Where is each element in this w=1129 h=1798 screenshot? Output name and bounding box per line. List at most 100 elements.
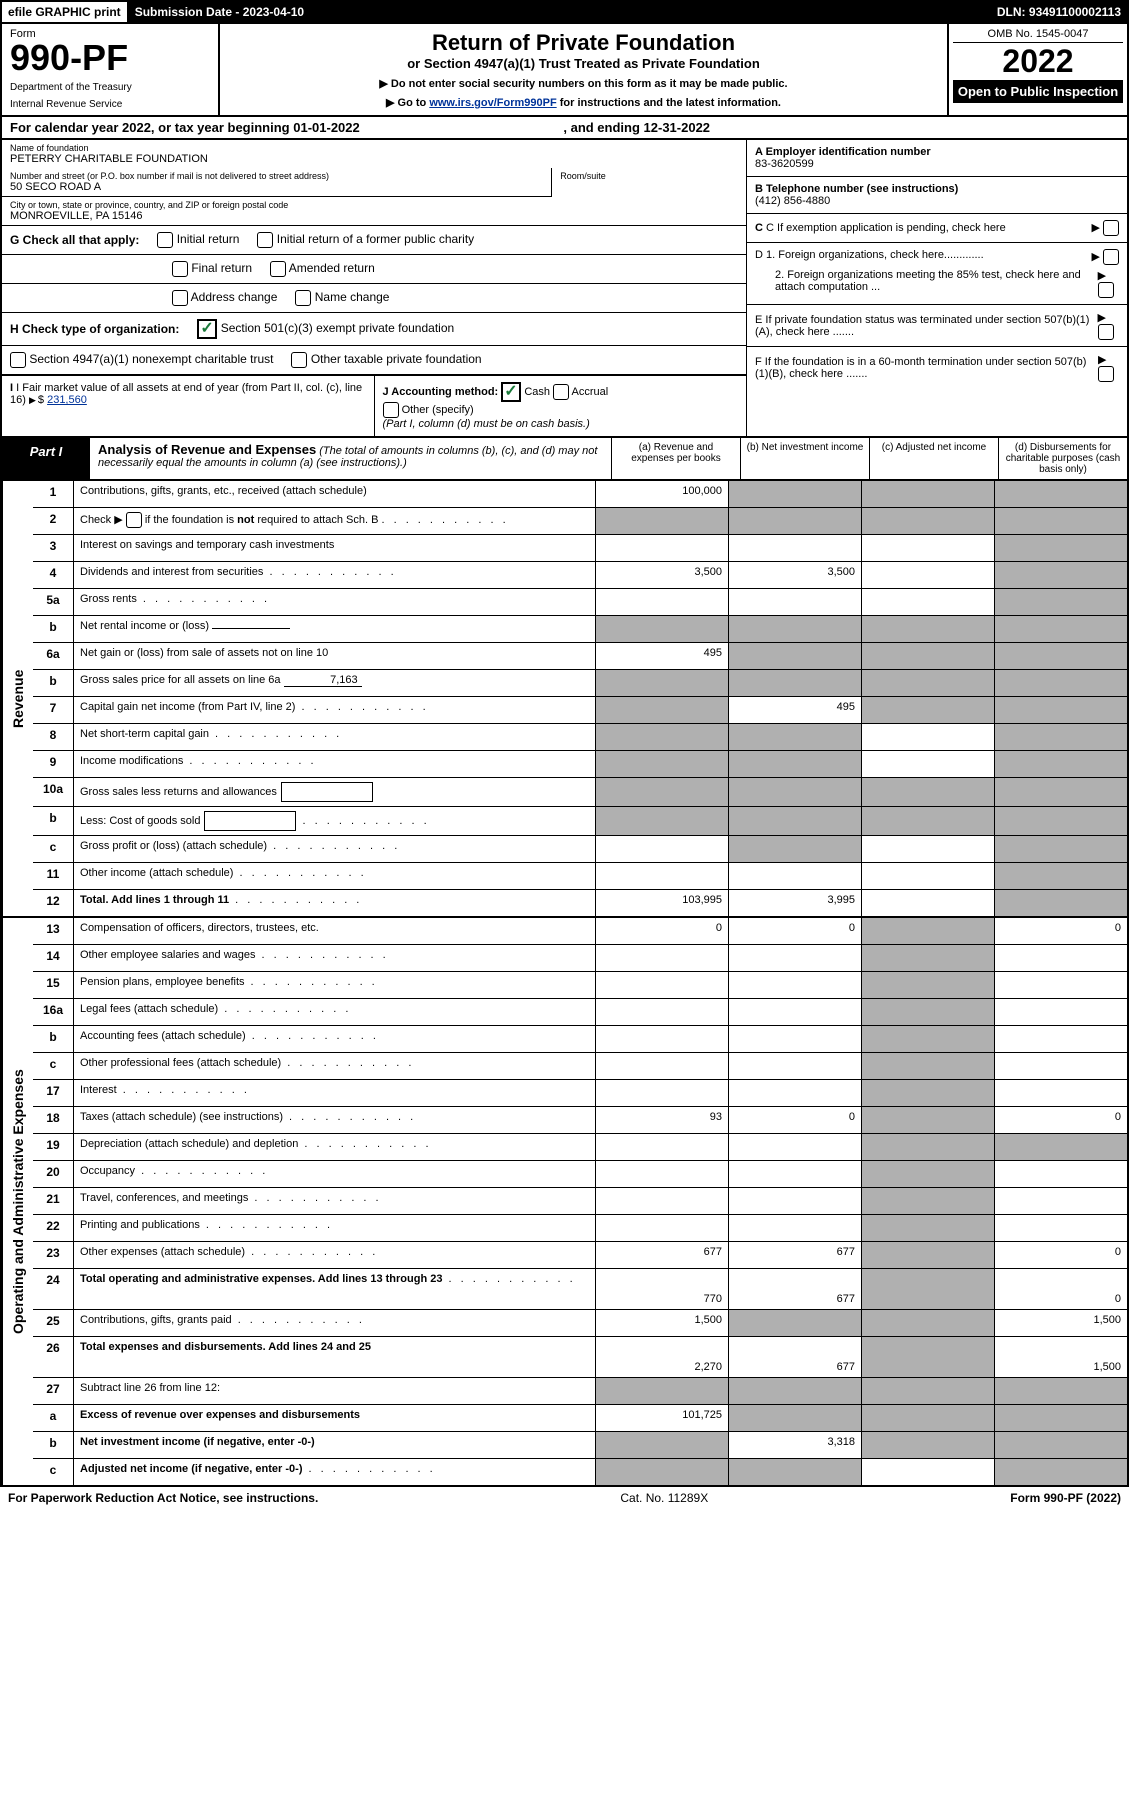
r25-b bbox=[728, 1310, 861, 1336]
r7-dd bbox=[994, 697, 1127, 723]
expenses-body: 13Compensation of officers, directors, t… bbox=[33, 918, 1127, 1485]
r10c-d: Gross profit or (loss) (attach schedule) bbox=[74, 836, 595, 862]
cb-d2[interactable] bbox=[1098, 282, 1114, 298]
g-o3: Final return bbox=[191, 261, 252, 275]
name-label: Name of foundation bbox=[10, 143, 738, 153]
h-o2: Section 4947(a)(1) nonexempt charitable … bbox=[29, 352, 273, 366]
r17-n: 17 bbox=[33, 1080, 74, 1106]
r14-d: Other employee salaries and wages bbox=[74, 945, 595, 971]
cal-begin: 01-01-2022 bbox=[293, 120, 360, 135]
header-center: Return of Private Foundation or Section … bbox=[220, 24, 947, 115]
j-label: J Accounting method: bbox=[383, 386, 499, 398]
r10a-dt: Gross sales less returns and allowances bbox=[80, 786, 277, 798]
r15-d: Pension plans, employee benefits bbox=[74, 972, 595, 998]
r13-n: 13 bbox=[33, 918, 74, 944]
r1-n: 1 bbox=[33, 481, 74, 507]
r5a-n: 5a bbox=[33, 589, 74, 615]
dept-irs: Internal Revenue Service bbox=[10, 99, 210, 110]
e-label: E If private foundation status was termi… bbox=[755, 314, 1094, 338]
r25-a: 1,500 bbox=[595, 1310, 728, 1336]
r6b-dd bbox=[994, 670, 1127, 696]
cb-initial-former[interactable] bbox=[257, 232, 273, 248]
cb-final[interactable] bbox=[172, 261, 188, 277]
r10b-d: Less: Cost of goods sold bbox=[74, 807, 595, 835]
fmv-value[interactable]: 231,560 bbox=[47, 394, 87, 406]
r27-a bbox=[595, 1378, 728, 1404]
cb-4947[interactable] bbox=[10, 352, 26, 368]
tax-year: 2022 bbox=[953, 43, 1123, 80]
r14-dd bbox=[994, 945, 1127, 971]
r10b-dd bbox=[994, 807, 1127, 835]
form-title: Return of Private Foundation bbox=[226, 30, 941, 56]
r13-b: 0 bbox=[728, 918, 861, 944]
cal-end: 12-31-2022 bbox=[644, 120, 711, 135]
r11-a bbox=[595, 863, 728, 889]
r4-a: 3,500 bbox=[595, 562, 728, 588]
cb-d1[interactable] bbox=[1103, 249, 1119, 265]
r6a-dd bbox=[994, 643, 1127, 669]
cb-other-taxable[interactable] bbox=[291, 352, 307, 368]
r2-d: Check ▶ if the foundation is not require… bbox=[74, 508, 595, 534]
r7-c bbox=[861, 697, 994, 723]
f-label: F If the foundation is in a 60-month ter… bbox=[755, 356, 1094, 380]
r17-b bbox=[728, 1080, 861, 1106]
r1-b bbox=[728, 481, 861, 507]
r10b-b bbox=[728, 807, 861, 835]
revenue-side-label: Revenue bbox=[2, 481, 33, 916]
r24-n: 24 bbox=[33, 1269, 74, 1309]
r21-a bbox=[595, 1188, 728, 1214]
row-13: 13Compensation of officers, directors, t… bbox=[33, 918, 1127, 945]
r27-d: Subtract line 26 from line 12: bbox=[74, 1378, 595, 1404]
r22-dd bbox=[994, 1215, 1127, 1241]
part1-desc: Analysis of Revenue and Expenses (The to… bbox=[90, 438, 611, 479]
cb-name[interactable] bbox=[295, 290, 311, 306]
r6b-a bbox=[595, 670, 728, 696]
irs-link[interactable]: www.irs.gov/Form990PF bbox=[429, 97, 556, 109]
part1-tab: Part I bbox=[2, 438, 90, 479]
r27a-a: 101,725 bbox=[595, 1405, 728, 1431]
r5a-dd bbox=[994, 589, 1127, 615]
r3-dd bbox=[994, 535, 1127, 561]
header-right: OMB No. 1545-0047 2022 Open to Public In… bbox=[947, 24, 1127, 115]
addr-label: Number and street (or P.O. box number if… bbox=[10, 171, 543, 181]
cb-501c3[interactable] bbox=[197, 319, 217, 339]
r10b-box bbox=[204, 811, 296, 831]
efile-btn[interactable]: efile GRAPHIC print bbox=[2, 2, 129, 22]
row-16a: 16aLegal fees (attach schedule) bbox=[33, 999, 1127, 1026]
r27c-c bbox=[861, 1459, 994, 1485]
r21-n: 21 bbox=[33, 1188, 74, 1214]
dln-value: 93491100002113 bbox=[1029, 5, 1121, 19]
g-section-2: Final return Amended return bbox=[2, 255, 746, 284]
cb-schb[interactable] bbox=[126, 512, 142, 528]
r16a-n: 16a bbox=[33, 999, 74, 1025]
cb-other-method[interactable] bbox=[383, 402, 399, 418]
cb-f[interactable] bbox=[1098, 366, 1114, 382]
row-6b: bGross sales price for all assets on lin… bbox=[33, 670, 1127, 697]
col-b-hdr: (b) Net investment income bbox=[740, 438, 869, 479]
r24-dd: 0 bbox=[994, 1269, 1127, 1309]
r4-dd bbox=[994, 562, 1127, 588]
cb-initial[interactable] bbox=[157, 232, 173, 248]
r16c-c bbox=[861, 1053, 994, 1079]
r20-a bbox=[595, 1161, 728, 1187]
r18-b: 0 bbox=[728, 1107, 861, 1133]
h-section-2: Section 4947(a)(1) nonexempt charitable … bbox=[2, 346, 746, 375]
g-label: G Check all that apply: bbox=[10, 233, 139, 247]
r27a-d: Excess of revenue over expenses and disb… bbox=[74, 1405, 595, 1431]
cb-address[interactable] bbox=[172, 290, 188, 306]
row-16c: cOther professional fees (attach schedul… bbox=[33, 1053, 1127, 1080]
form-page: efile GRAPHIC print Submission Date - 20… bbox=[0, 0, 1129, 1509]
i-section: I I Fair market value of all assets at e… bbox=[2, 376, 375, 436]
cb-amended[interactable] bbox=[270, 261, 286, 277]
cb-cash[interactable] bbox=[501, 382, 521, 402]
row-25: 25Contributions, gifts, grants paid1,500… bbox=[33, 1310, 1127, 1337]
expenses-table: Operating and Administrative Expenses 13… bbox=[0, 918, 1129, 1487]
r21-c bbox=[861, 1188, 994, 1214]
entity-info: Name of foundation PETERRY CHARITABLE FO… bbox=[0, 140, 1129, 438]
r18-c bbox=[861, 1107, 994, 1133]
r15-dd bbox=[994, 972, 1127, 998]
cb-accrual[interactable] bbox=[553, 384, 569, 400]
cb-e[interactable] bbox=[1098, 324, 1114, 340]
cb-c[interactable] bbox=[1103, 220, 1119, 236]
r15-c bbox=[861, 972, 994, 998]
